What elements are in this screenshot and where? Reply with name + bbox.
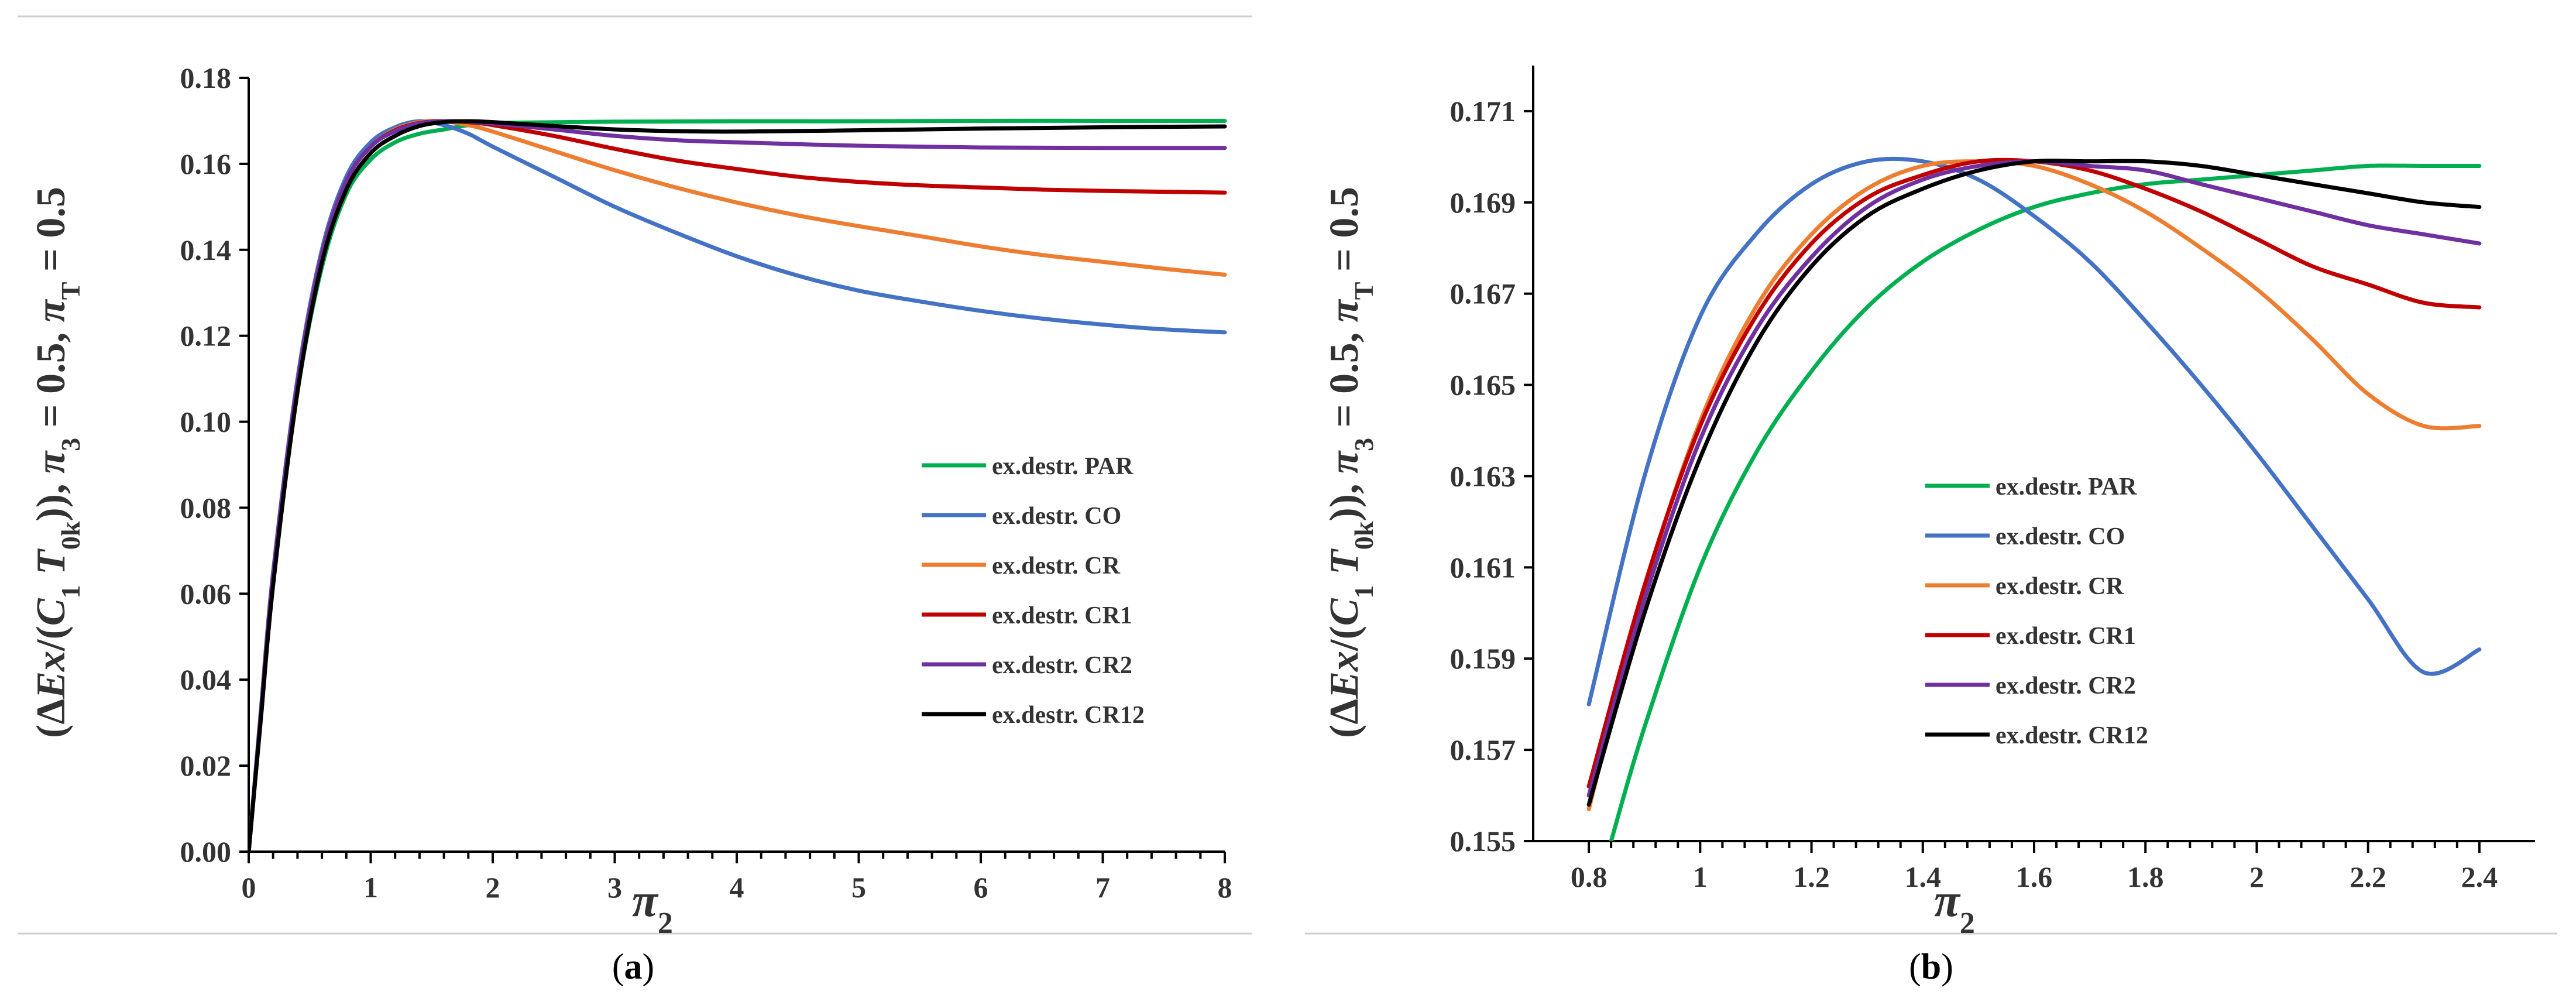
chart-b-x-tick-label: 1.6 bbox=[2016, 860, 2053, 893]
chart-a-series-ex-destr-cr2 bbox=[249, 119, 1227, 852]
chart-a: 0.00 0.02 0.04 0.06 0.08 0.10 0.12 0.14 0.16 0.18… bbox=[29, 61, 1232, 987]
chart-b-x-tick-label: 2 bbox=[2249, 860, 2264, 893]
chart-a-y-tick-label: 0.18 bbox=[180, 61, 232, 94]
chart-b-x-tick-label: 0.8 bbox=[1571, 860, 1608, 893]
chart-b-series-ex-destr-cr2 bbox=[1586, 159, 2482, 798]
chart-b-legend-label-ex-destr-cr12: ex.destr. CR12 bbox=[1995, 722, 2148, 749]
chart-b-x-tick-label: 1 bbox=[1693, 860, 1708, 893]
chart-b-x-tick-label: 2.4 bbox=[2461, 860, 2498, 893]
chart-a-x-tick-label: 0 bbox=[242, 871, 256, 904]
chart-b-x-axis-label: π2 bbox=[1934, 875, 1975, 940]
chart-a-legend-label-ex-destr-co: ex.destr. CO bbox=[992, 503, 1121, 530]
chart-a-y-tick-label: 0.10 bbox=[180, 406, 232, 438]
chart-a-x-tick-label: 4 bbox=[730, 871, 744, 904]
chart-a-series-ex-destr-cr1 bbox=[249, 119, 1227, 852]
chart-b-y-tick-label: 0.157 bbox=[1450, 733, 1516, 766]
chart-a-x-tick-label: 8 bbox=[1218, 871, 1232, 904]
chart-a-x-tick-label: 1 bbox=[363, 871, 378, 904]
chart-a-x-tick-label: 7 bbox=[1095, 871, 1110, 904]
chart-a-x-tick-label: 5 bbox=[851, 871, 866, 904]
chart-a-legend-label-ex-destr-cr1: ex.destr. CR1 bbox=[992, 602, 1132, 629]
chart-b-x-tick-label: 1.4 bbox=[1905, 860, 1942, 893]
chart-b-legend-label-ex-destr-cr: ex.destr. CR bbox=[1995, 573, 2124, 600]
chart-a-y-tick-label: 0.12 bbox=[180, 320, 232, 352]
chart-a-y-tick-label: 0.04 bbox=[180, 663, 232, 696]
chart-a-legend-label-ex-destr-cr12: ex.destr. CR12 bbox=[992, 702, 1145, 729]
chart-b-legend-label-ex-destr-cr2: ex.destr. CR2 bbox=[1995, 673, 2136, 699]
chart-b-series-ex-destr-par bbox=[1609, 163, 2482, 841]
chart-b-series-ex-destr-cr1 bbox=[1586, 157, 2482, 788]
chart-b-y-tick-label: 0.159 bbox=[1450, 642, 1516, 675]
chart-b-legend-label-ex-destr-cr1: ex.destr. CR1 bbox=[1995, 623, 2136, 650]
chart-a-x-tick-label: 3 bbox=[607, 871, 622, 904]
chart-a-series-ex-destr-co bbox=[249, 119, 1227, 852]
chart-a-y-tick-label: 0.00 bbox=[180, 835, 232, 868]
chart-a-series-ex-destr-par bbox=[249, 118, 1227, 852]
chart-b-y-tick-label: 0.161 bbox=[1450, 551, 1516, 584]
chart-a-caption: (a) bbox=[612, 947, 654, 987]
chart-a-legend-label-ex-destr-par: ex.destr. PAR bbox=[992, 453, 1134, 480]
chart-b-y-axis-label: (ΔEx/(C1 T0k)), π3 = 0.5, πT = 0.5 bbox=[1322, 187, 1379, 738]
chart-b-y-tick-label: 0.169 bbox=[1450, 186, 1516, 219]
chart-a-x-tick-label: 2 bbox=[486, 871, 500, 904]
chart-a-y-tick-label: 0.02 bbox=[180, 749, 232, 782]
chart-a-series-ex-destr-cr bbox=[249, 119, 1227, 852]
chart-a-y-tick-label: 0.06 bbox=[180, 577, 232, 610]
chart-a-y-tick-label: 0.14 bbox=[180, 234, 232, 266]
chart-b-series-ex-destr-co bbox=[1586, 156, 2482, 706]
chart-b-y-tick-label: 0.171 bbox=[1450, 95, 1516, 128]
chart-b-legend-label-ex-destr-co: ex.destr. CO bbox=[1995, 523, 2125, 550]
chart-b-caption: (b) bbox=[1909, 947, 1953, 987]
chart-a-legend-label-ex-destr-cr: ex.destr. CR bbox=[992, 553, 1121, 579]
chart-a-series-ex-destr-cr12 bbox=[249, 119, 1227, 852]
chart-b-x-tick-label: 2.2 bbox=[2350, 860, 2386, 893]
chart-b-x-tick-label: 1.8 bbox=[2127, 860, 2164, 893]
chart-a-y-tick-label: 0.08 bbox=[180, 491, 232, 524]
chart-b-y-tick-label: 0.165 bbox=[1450, 369, 1516, 402]
chart-a-legend-label-ex-destr-cr2: ex.destr. CR2 bbox=[992, 652, 1132, 679]
chart-b-y-tick-label: 0.163 bbox=[1450, 459, 1516, 492]
chart-b-series-ex-destr-cr12 bbox=[1586, 159, 2482, 807]
chart-a-y-tick-label: 0.16 bbox=[180, 148, 232, 180]
chart-a-x-tick-label: 6 bbox=[974, 871, 988, 904]
chart-b: 0.155 0.157 0.159 0.161 0.163 0.165 0.167 0.169… bbox=[1322, 66, 2535, 987]
chart-a-x-axis-label: π2 bbox=[632, 875, 673, 940]
chart-a-y-axis-label: (ΔEx/(C1 T0k)), π3 = 0.5, πT = 0.5 bbox=[29, 187, 85, 738]
chart-b-y-tick-label: 0.155 bbox=[1450, 825, 1516, 857]
chart-b-y-tick-label: 0.167 bbox=[1450, 277, 1516, 310]
chart-b-x-tick-label: 1.2 bbox=[1793, 860, 1830, 893]
chart-b-legend-label-ex-destr-par: ex.destr. PAR bbox=[1995, 474, 2137, 500]
